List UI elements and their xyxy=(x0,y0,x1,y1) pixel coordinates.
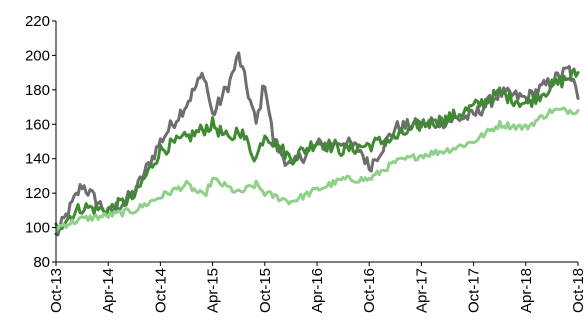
y-tick-label: 140 xyxy=(25,151,50,168)
x-tick-label: Apr-18 xyxy=(518,268,535,313)
y-tick-label: 180 xyxy=(25,82,50,99)
axes-layer xyxy=(52,20,579,266)
x-tick-label: Apr-14 xyxy=(100,268,117,313)
y-tick-label: 200 xyxy=(25,47,50,64)
y-tick-label: 100 xyxy=(25,220,50,237)
x-tick-label: Oct-13 xyxy=(48,268,65,313)
series-line-3 xyxy=(54,106,580,231)
x-tick-label: Oct-16 xyxy=(361,268,378,313)
x-tick-label: Oct-15 xyxy=(257,268,274,313)
x-tick-label: Oct-18 xyxy=(570,268,587,313)
y-tick-label: 220 xyxy=(25,13,50,30)
x-tick-label: Apr-15 xyxy=(205,268,222,313)
y-tick-label: 160 xyxy=(25,116,50,133)
y-tick-labels: 80 100 120 140 160 180 200 220 xyxy=(25,13,50,271)
series-layer xyxy=(54,51,580,237)
y-tick-label: 80 xyxy=(33,254,50,271)
x-tick-label: Oct-17 xyxy=(466,268,483,313)
x-tick-label: Apr-16 xyxy=(309,268,326,313)
x-tick-label: Apr-17 xyxy=(413,268,430,313)
y-tick-label: 120 xyxy=(25,185,50,202)
x-tick-labels: Oct-13 Apr-14 Oct-14 Apr-15 Oct-15 Apr-16 Oct-… xyxy=(48,268,587,313)
series-line-2 xyxy=(54,67,580,232)
x-tick-label: Oct-14 xyxy=(152,268,169,313)
